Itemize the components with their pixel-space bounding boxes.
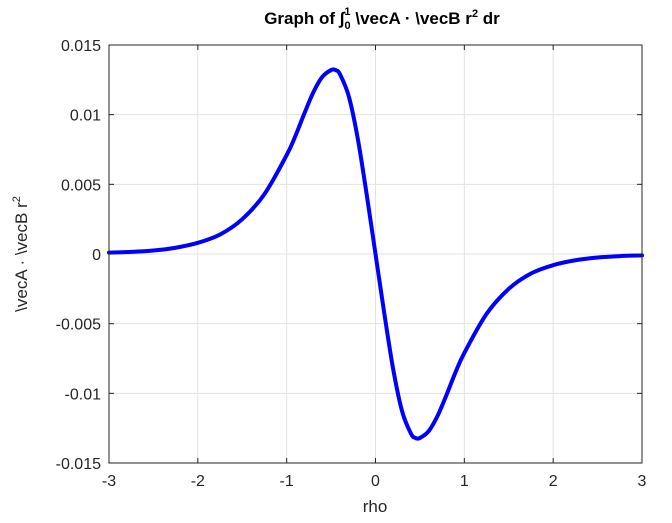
x-tick-label: -1 [280, 473, 294, 490]
y-tick-label: -0.01 [65, 386, 102, 403]
x-tick-label: 2 [549, 473, 558, 490]
x-tick-labels: -3 -2 -1 0 1 2 3 [102, 473, 647, 490]
y-axis-label: \vecA · \vecB r2 [11, 196, 31, 312]
y-tick-labels: -0.015 -0.01 -0.005 0 0.005 0.01 0.015 [56, 38, 101, 473]
x-tick-label: 0 [371, 473, 380, 490]
x-tick-label: 3 [638, 473, 647, 490]
y-tick-label: -0.005 [56, 317, 101, 334]
x-tick-label: 1 [460, 473, 469, 490]
ticks [108, 44, 643, 464]
series-line [107, 67, 644, 441]
x-axis-label: rho [363, 497, 388, 516]
y-tick-label: -0.015 [56, 456, 101, 473]
y-tick-label: 0.01 [70, 108, 101, 125]
x-tick-label: -2 [191, 473, 205, 490]
chart-title: Graph of ∫1 0 \vecA · \vecB r2 dr [264, 6, 500, 32]
x-tick-label: -3 [102, 473, 116, 490]
y-tick-label: 0.015 [61, 38, 101, 55]
y-tick-label: 0.005 [61, 177, 101, 194]
y-tick-label: 0 [92, 247, 101, 264]
